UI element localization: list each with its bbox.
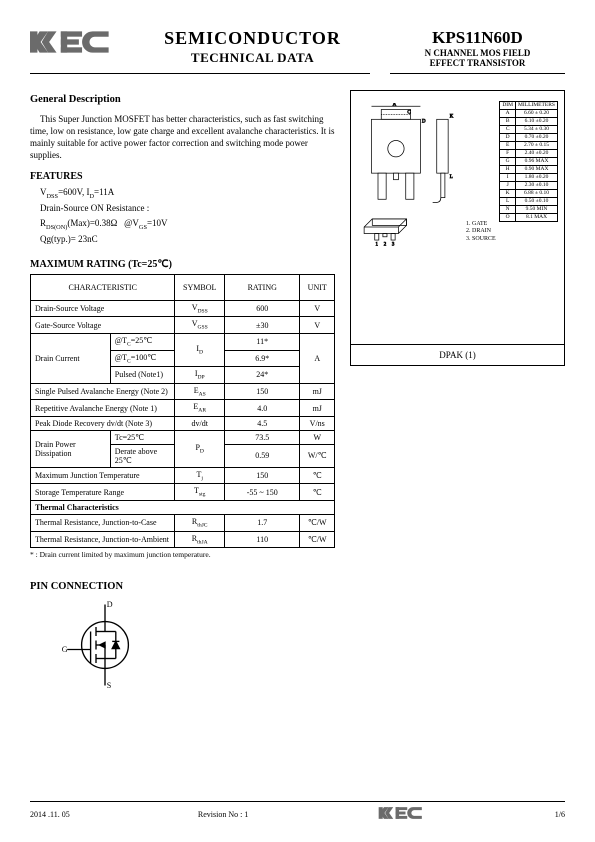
title-sub: TECHNICAL DATA	[115, 50, 390, 66]
svg-text:D: D	[422, 119, 426, 124]
feature-item: VDSS=600V, ID=11A	[40, 186, 335, 201]
kec-logo	[30, 28, 115, 56]
maximum-rating-table: CHARACTERISTIC SYMBOL RATING UNIT Drain-…	[30, 274, 335, 549]
feature-item: RDS(ON)(Max)=0.38Ω @VGS=10V	[40, 217, 335, 232]
pin-legend: 1. GATE 2. DRAIN 3. SOURCE	[466, 221, 496, 244]
features-list: VDSS=600V, ID=11A Drain-Source ON Resist…	[40, 186, 335, 246]
thermal-header-row: Thermal Characteristics	[31, 501, 335, 515]
pin-connection-section: PIN CONNECTION	[30, 581, 335, 692]
svg-text:1: 1	[376, 242, 379, 247]
pin-s-label: S	[107, 681, 112, 690]
footer-date: 2014 .11. 05	[30, 810, 70, 819]
svg-text:L: L	[450, 175, 453, 180]
table-footnote: * : Drain current limited by maximum jun…	[30, 550, 335, 559]
table-row: Maximum Junction TemperatureTj150℃	[31, 467, 335, 484]
table-row: Thermal Resistance, Junction-to-CaseRthJ…	[31, 515, 335, 532]
feature-item: Qg(typ.)= 23nC	[40, 233, 335, 247]
features-heading: FEATURES	[30, 171, 335, 182]
maximum-rating-heading: MAXIMUM RATING (Tc=25℃)	[30, 259, 335, 270]
general-description-heading: General Description	[30, 94, 335, 105]
title-block: SEMICONDUCTOR TECHNICAL DATA	[115, 28, 390, 66]
right-column: A C D K L	[350, 90, 565, 693]
svg-text:A: A	[393, 103, 397, 107]
svg-text:C: C	[407, 110, 410, 115]
col-characteristic: CHARACTERISTIC	[31, 274, 175, 300]
pin-connection-heading: PIN CONNECTION	[30, 581, 335, 592]
svg-text:2: 2	[384, 242, 387, 247]
col-unit: UNIT	[300, 274, 335, 300]
col-rating: RATING	[225, 274, 300, 300]
header-row: SEMICONDUCTOR TECHNICAL DATA KPS11N60D N…	[30, 28, 565, 69]
table-row: Repetitive Avalanche Energy (Note 1)EAR4…	[31, 400, 335, 417]
pin-d-label: D	[107, 600, 113, 609]
part-number: KPS11N60D	[390, 28, 565, 48]
feature-item: Drain-Source ON Resistance :	[40, 202, 335, 216]
mosfet-symbol-icon: D G S	[60, 600, 335, 692]
table-row: Drain Power DissipationTc=25℃PD73.5W	[31, 430, 335, 444]
table-row: Single Pulsed Avalanche Energy (Note 2)E…	[31, 383, 335, 400]
svg-text:K: K	[450, 114, 454, 119]
dimension-table: DIMMILLIMETERS A6.60 ± 0.20 B6.10 ±0.20 …	[499, 101, 558, 222]
footer-page: 1/6	[555, 810, 565, 819]
table-row: Thermal Resistance, Junction-to-AmbientR…	[31, 531, 335, 548]
table-row: Gate-Source VoltageVGSS±30V	[31, 317, 335, 334]
part-block: KPS11N60D N CHANNEL MOS FIELD EFFECT TRA…	[390, 28, 565, 69]
package-drawing-icon: A C D K L	[359, 103, 459, 260]
footer: 2014 .11. 05 Revision No : 1 1/6	[30, 801, 565, 822]
header-rule	[30, 69, 565, 74]
table-row: Peak Diode Recovery dv/dt (Note 3)dv/dt4…	[31, 416, 335, 430]
table-row: Drain-Source VoltageVDSS600V	[31, 300, 335, 317]
package-outline-box: A C D K L	[350, 90, 565, 345]
package-name: DPAK (1)	[350, 344, 565, 366]
table-row: Storage Temperature RangeTstg-55 ~ 150℃	[31, 484, 335, 501]
title-main: SEMICONDUCTOR	[115, 28, 390, 49]
content-columns: General Description This Super Junction …	[30, 90, 565, 693]
left-column: General Description This Super Junction …	[30, 90, 335, 693]
part-desc-2: EFFECT TRANSISTOR	[390, 58, 565, 68]
pin-g-label: G	[62, 645, 68, 654]
footer-logo-icon	[377, 806, 427, 822]
table-header-row: CHARACTERISTIC SYMBOL RATING UNIT	[31, 274, 335, 300]
general-description-body: This Super Junction MOSFET has better ch…	[30, 113, 335, 162]
part-desc-1: N CHANNEL MOS FIELD	[390, 48, 565, 58]
table-row: Drain Current@TC=25℃ID11*A	[31, 333, 335, 350]
col-symbol: SYMBOL	[175, 274, 225, 300]
footer-revision: Revision No : 1	[198, 810, 248, 819]
svg-text:3: 3	[392, 242, 395, 247]
